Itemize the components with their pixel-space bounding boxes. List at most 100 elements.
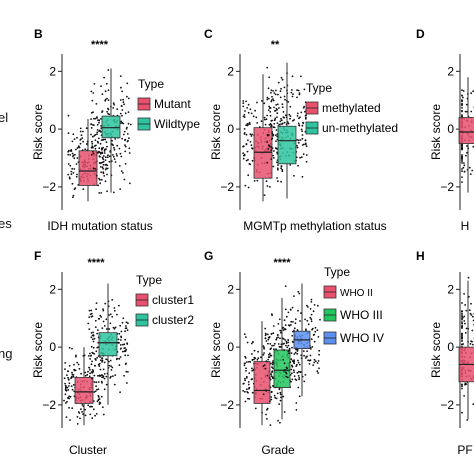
data-point [307, 323, 310, 326]
data-point [67, 376, 69, 379]
data-point [280, 123, 282, 125]
data-point [283, 95, 286, 98]
data-point [87, 404, 90, 407]
data-point [104, 99, 107, 102]
data-point [271, 137, 274, 140]
data-point [461, 387, 463, 390]
data-point [291, 334, 294, 337]
data-point [74, 187, 77, 190]
data-point [461, 326, 463, 328]
data-point [290, 320, 293, 323]
data-point [265, 360, 268, 363]
data-point [298, 370, 300, 373]
data-point [468, 166, 471, 169]
data-point [308, 363, 311, 365]
data-point [267, 148, 270, 150]
data-point [265, 180, 268, 183]
legend-label: Mutant [154, 97, 191, 111]
data-point [270, 146, 273, 149]
data-point [270, 362, 272, 365]
significance-label: ** [271, 39, 280, 51]
data-point [297, 139, 300, 142]
data-point [470, 302, 472, 305]
data-point [124, 145, 127, 148]
data-point [305, 154, 308, 156]
data-point [84, 374, 87, 377]
data-point [266, 141, 268, 144]
data-point [469, 312, 472, 315]
data-point [125, 362, 127, 365]
data-point [303, 105, 306, 108]
data-point [268, 377, 271, 379]
data-point [313, 361, 316, 364]
data-point [296, 96, 298, 99]
data-point [272, 154, 274, 157]
data-point [246, 124, 249, 127]
data-point [305, 355, 308, 358]
data-point [273, 122, 276, 125]
data-point [245, 376, 248, 379]
data-point [93, 145, 96, 148]
data-point [88, 309, 91, 312]
data-point [102, 163, 105, 166]
data-point [274, 119, 276, 121]
data-point [102, 368, 105, 371]
data-point [73, 369, 76, 372]
data-point [289, 105, 292, 108]
data-point [69, 164, 72, 167]
data-point [319, 318, 321, 321]
x-axis-label: H [461, 219, 470, 233]
x-axis-label: PF [457, 443, 472, 457]
data-point [113, 327, 116, 330]
data-point [119, 99, 122, 101]
data-point [114, 138, 117, 140]
data-point [289, 164, 292, 166]
data-point [276, 116, 278, 118]
data-point [242, 102, 245, 105]
data-point [267, 87, 270, 90]
data-point [122, 133, 125, 136]
data-point [98, 162, 101, 164]
data-point [266, 98, 269, 101]
data-point [111, 315, 114, 318]
data-point [98, 119, 100, 121]
data-point [100, 162, 103, 164]
data-point [294, 318, 297, 321]
data-point [104, 138, 107, 141]
data-point [76, 136, 78, 139]
data-point [105, 375, 108, 378]
data-point [91, 135, 94, 138]
data-point [103, 361, 106, 364]
legend-label: methylated [322, 101, 381, 115]
data-point [309, 316, 312, 319]
data-point [262, 353, 265, 356]
data-point [91, 99, 94, 102]
data-point [120, 86, 122, 89]
data-point [290, 358, 293, 361]
panel-d: D −2 0 2 Risk score H [416, 27, 474, 233]
data-point [307, 306, 309, 308]
data-point [250, 144, 253, 147]
data-point [269, 343, 272, 345]
data-point [111, 139, 113, 142]
data-point [284, 285, 287, 287]
data-point [270, 398, 273, 401]
data-point [112, 154, 114, 156]
data-point [471, 169, 474, 172]
data-point [268, 336, 271, 339]
y-tick-label: −2 [42, 180, 56, 194]
data-point [463, 315, 466, 318]
data-point [270, 120, 273, 122]
data-point [67, 114, 70, 117]
y-tick-label: 0 [227, 122, 234, 136]
data-point [272, 90, 274, 92]
data-point [287, 350, 290, 352]
data-point [121, 109, 124, 111]
data-point [275, 140, 277, 143]
data-point [272, 332, 275, 335]
data-point [80, 134, 83, 137]
data-point [279, 337, 281, 340]
data-point [251, 159, 254, 162]
data-point [99, 130, 102, 133]
data-point [102, 320, 105, 323]
